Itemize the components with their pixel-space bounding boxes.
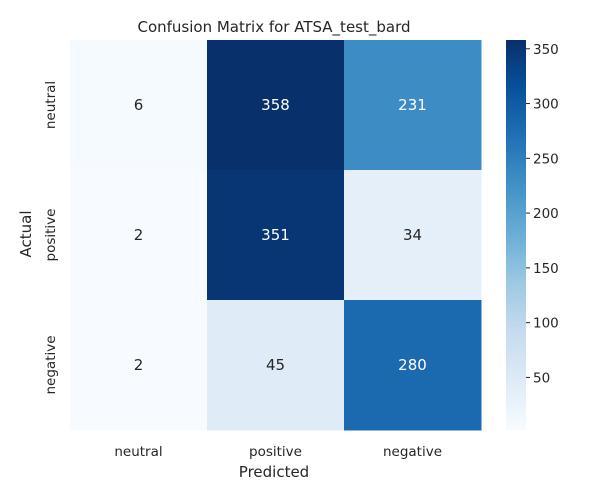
cell-value-label: 358 (261, 96, 290, 114)
heatmap-cell (70, 170, 208, 301)
x-tick-label: positive (249, 444, 302, 460)
y-axis-label: Actual (17, 211, 35, 258)
cell-value-label: 6 (134, 96, 144, 114)
cell-value-label: 2 (134, 356, 144, 374)
colorbar-tick-label: 350 (533, 42, 559, 58)
colorbar-ticks: 50 100 150 200 250 300 350 (526, 42, 559, 386)
y-axis-ticks: neutral positive negative (43, 81, 59, 395)
heatmap-cell (344, 300, 482, 431)
heatmap-cells (70, 40, 482, 431)
x-axis-label: Predicted (239, 463, 309, 481)
y-tick-label: negative (43, 335, 59, 394)
heatmap-cell (207, 170, 345, 301)
colorbar-tick-label: 50 (533, 370, 550, 386)
heatmap-cell (207, 40, 345, 171)
colorbar-tick-label: 200 (533, 206, 559, 222)
heatmap-cell (70, 40, 208, 171)
colorbar-tick-label: 300 (533, 97, 559, 113)
y-tick-label: positive (43, 209, 59, 262)
x-tick-label: negative (383, 444, 442, 460)
cell-value-label: 2 (134, 226, 144, 244)
cell-value-label: 231 (398, 96, 427, 114)
chart-title: Confusion Matrix for ATSA_test_bard (137, 18, 410, 37)
x-tick-label: neutral (114, 444, 162, 460)
colorbar-tick-label: 100 (533, 316, 559, 332)
y-tick-label: neutral (43, 81, 59, 129)
colorbar-tick-label: 150 (533, 261, 559, 277)
cell-value-label: 34 (403, 226, 422, 244)
colorbar-tick-label: 250 (533, 151, 559, 167)
heatmap-cell-labels: 6 358 231 2 351 34 2 45 280 (134, 96, 427, 374)
heatmap-cell (207, 300, 345, 431)
cell-value-label: 351 (261, 226, 290, 244)
cell-value-label: 280 (398, 356, 427, 374)
cell-value-label: 45 (266, 356, 285, 374)
heatmap-cell (70, 300, 208, 431)
heatmap-cell (344, 40, 482, 171)
colorbar (506, 40, 526, 430)
x-axis-ticks: neutral positive negative (114, 444, 442, 460)
heatmap-cell (344, 170, 482, 301)
